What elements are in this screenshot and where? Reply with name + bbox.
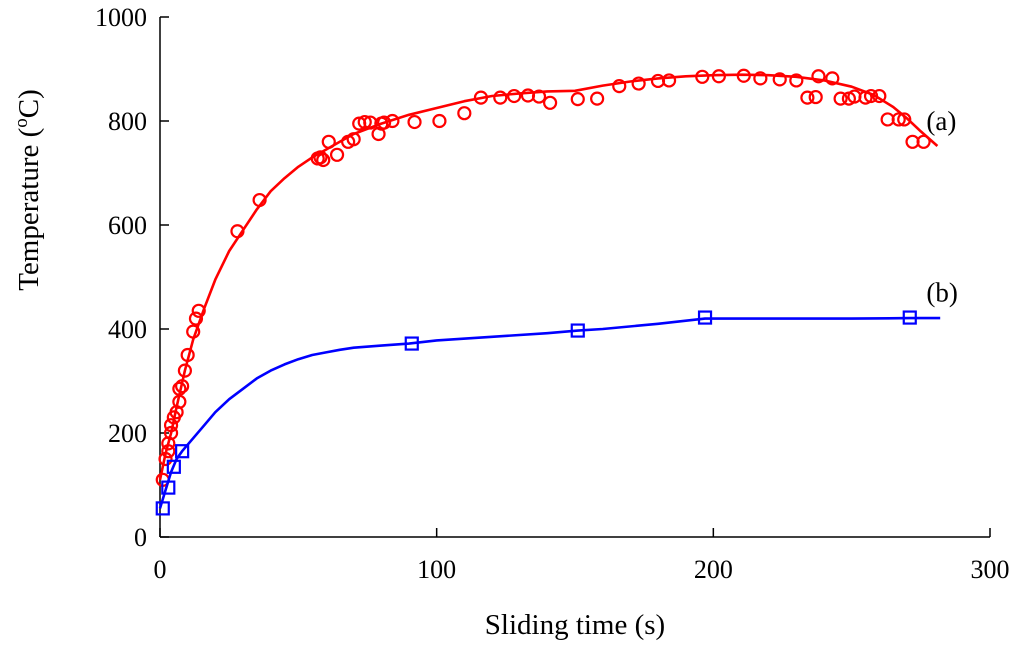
series-a-point xyxy=(590,91,605,106)
series-a-point xyxy=(163,418,179,433)
x-tick-label: 200 xyxy=(694,555,733,584)
series-a-point xyxy=(711,69,726,84)
series-b-point xyxy=(570,323,585,338)
x-tick-label: 300 xyxy=(971,555,1010,584)
y-axis-title-unit: C) xyxy=(13,89,45,118)
series-a-point xyxy=(789,73,804,88)
series-a-point xyxy=(357,114,372,130)
series-a-point xyxy=(695,69,710,84)
series-a-point xyxy=(612,79,627,94)
series-b-line xyxy=(158,316,941,509)
series-a xyxy=(155,68,939,487)
series-a-point xyxy=(329,147,345,162)
y-tick-label: 600 xyxy=(108,211,147,240)
series-a-point xyxy=(808,89,823,105)
series-a-point xyxy=(158,451,173,467)
y-tick-label: 400 xyxy=(108,315,147,344)
series-a-point xyxy=(833,91,848,106)
series-a-point xyxy=(252,192,267,208)
label-layer: Sliding time (s) Temperature (oC) 0 100 20… xyxy=(11,3,1010,641)
series-a-point xyxy=(321,134,336,149)
series-b-point xyxy=(697,310,713,325)
y-axis-title-superscript: o xyxy=(11,118,32,128)
series-a-point xyxy=(230,224,245,239)
series-layer xyxy=(155,68,941,516)
series-a-point xyxy=(180,347,195,363)
x-tick-label: 0 xyxy=(154,555,167,584)
series-a-point xyxy=(191,303,206,318)
x-axis-title: Sliding time (s) xyxy=(485,609,665,641)
series-a-point xyxy=(313,150,328,165)
series-a-point xyxy=(377,115,392,130)
series-a-point xyxy=(772,72,787,87)
series-b-point xyxy=(902,310,917,325)
series-b-point xyxy=(404,336,419,351)
series-a-point xyxy=(753,71,768,86)
series-b-point xyxy=(166,459,181,474)
series-a-point xyxy=(542,95,558,110)
series-a-point xyxy=(800,90,815,105)
series-a-point xyxy=(385,113,400,129)
series-a-point xyxy=(863,88,879,104)
series-a-point xyxy=(177,363,192,378)
series-a-point xyxy=(172,381,187,396)
series-a-line xyxy=(158,73,939,481)
y-tick-label: 0 xyxy=(134,523,147,552)
x-tick-label: 100 xyxy=(417,555,456,584)
series-a-point xyxy=(661,73,677,88)
series-a-point xyxy=(507,88,522,104)
series-a-point xyxy=(163,425,179,441)
plot-axes xyxy=(159,16,991,538)
series-a-point xyxy=(186,324,201,339)
series-annotation-a: (a) xyxy=(926,106,956,136)
series-a-point xyxy=(407,114,422,130)
series-a-point xyxy=(457,106,472,121)
series-a-point xyxy=(175,379,190,394)
series-a-point xyxy=(825,71,840,86)
series-a-point xyxy=(897,112,912,127)
series-a-point xyxy=(570,92,585,107)
y-tick-label: 800 xyxy=(108,107,147,136)
series-a-point xyxy=(736,68,751,83)
series-a-point xyxy=(811,69,826,84)
y-tick-label: 1000 xyxy=(95,3,147,32)
series-a-point xyxy=(631,76,646,91)
series-annotation-b: (b) xyxy=(926,278,957,308)
series-a-point xyxy=(316,152,331,168)
series-a-point xyxy=(493,90,508,105)
series-b-point xyxy=(155,501,170,516)
series-a-point xyxy=(872,88,887,104)
series-a-point xyxy=(432,113,447,129)
series-a-point xyxy=(916,134,931,149)
series-a-point xyxy=(188,311,204,326)
series-a-point xyxy=(161,444,176,459)
series-a-point xyxy=(531,89,547,104)
series-b xyxy=(155,310,941,516)
y-axis-title-main: Temperature ( xyxy=(13,128,45,291)
y-tick-label: 200 xyxy=(108,419,147,448)
series-a-point xyxy=(473,90,489,105)
series-b-point xyxy=(161,480,176,495)
series-a-point xyxy=(891,112,906,127)
series-b-point xyxy=(175,444,190,459)
series-a-point xyxy=(346,132,361,147)
y-axis-title: Temperature (oC) xyxy=(11,89,45,291)
